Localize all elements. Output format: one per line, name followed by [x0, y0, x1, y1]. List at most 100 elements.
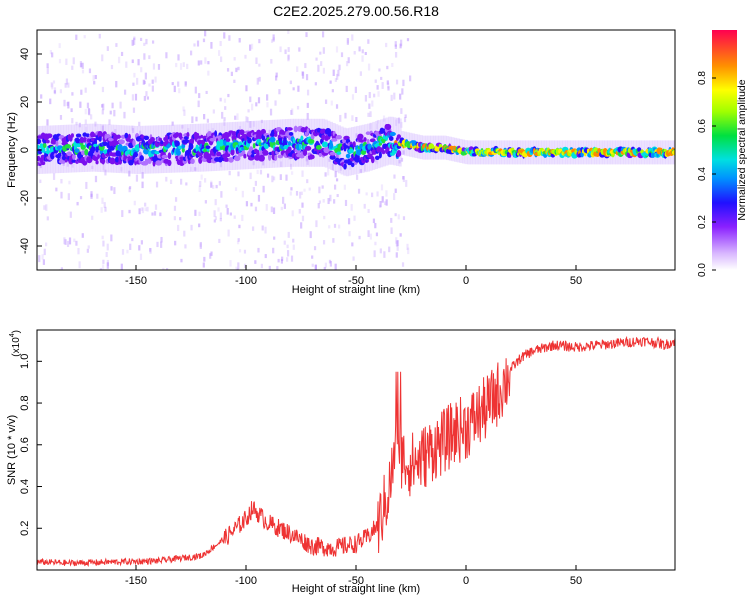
heatmap-cell — [187, 158, 192, 165]
heatmap-noise-speckle — [101, 104, 104, 108]
heatmap-cell — [385, 135, 389, 141]
heatmap-noise-speckle — [75, 34, 78, 40]
heatmap-noise-speckle — [367, 112, 370, 117]
heatmap-noise-speckle — [186, 63, 189, 70]
heatmap-noise-speckle — [333, 199, 336, 204]
heatmap-cell — [167, 152, 172, 160]
heatmap-noise-speckle — [352, 256, 355, 261]
heatmap-noise-speckle — [345, 147, 348, 151]
heatmap-noise-speckle — [390, 217, 393, 223]
heatmap-halo — [113, 124, 117, 173]
heatmap-noise-speckle — [140, 240, 143, 245]
heatmap-noise-speckle — [340, 52, 344, 58]
heatmap-cell — [195, 132, 200, 137]
heatmap-noise-speckle — [272, 34, 275, 41]
heatmap-noise-speckle — [396, 245, 399, 251]
heatmap-noise-speckle — [233, 215, 236, 219]
heatmap-noise-speckle — [148, 55, 151, 60]
heatmap-cell — [155, 160, 162, 166]
heatmap-noise-speckle — [363, 164, 367, 172]
heatmap-noise-speckle — [133, 72, 136, 78]
heatmap-noise-speckle — [199, 243, 202, 247]
heatmap-noise-speckle — [369, 123, 372, 130]
heatmap-cell — [396, 149, 402, 157]
heatmap-cell — [109, 157, 116, 165]
snr-panel: -150 -100 -50 0 50 0.2 0.4 0.6 0.8 1.0 Height of… — [6, 329, 676, 595]
heatmap-cell — [176, 150, 181, 156]
heatmap-cell — [195, 135, 202, 140]
heatmap-noise-speckle — [101, 125, 104, 133]
heatmap-noise-speckle — [388, 246, 391, 253]
heatmap-noise-speckle — [299, 191, 302, 199]
heatmap-noise-speckle — [355, 133, 358, 139]
heatmap-noise-speckle — [121, 249, 125, 255]
heatmap-noise-speckle — [331, 89, 334, 93]
heatmap-noise-speckle — [151, 79, 154, 84]
heatmap-cell — [79, 136, 84, 144]
heatmap-noise-speckle — [182, 106, 185, 112]
heatmap-noise-speckle — [96, 193, 99, 199]
heatmap-noise-speckle — [160, 236, 163, 243]
heatmap-noise-speckle — [339, 114, 342, 122]
heatmap-noise-speckle — [51, 83, 54, 90]
heatmap-noise-speckle — [120, 166, 123, 172]
heatmap-noise-speckle — [197, 100, 200, 108]
heatmap-cell — [336, 151, 342, 155]
heatmap-noise-speckle — [272, 158, 275, 164]
heatmap-noise-speckle — [113, 109, 116, 117]
heatmap-noise-speckle — [287, 231, 290, 238]
heatmap-cell — [264, 150, 269, 156]
heatmap-cell — [200, 134, 204, 139]
heatmap-noise-speckle — [90, 191, 93, 197]
heatmap-noise-speckle — [120, 51, 124, 56]
heatmap-noise-speckle — [395, 79, 399, 85]
y-tick-label: 0.6 — [19, 437, 31, 452]
heatmap-cell — [231, 134, 237, 142]
heatmap-noise-speckle — [335, 46, 339, 53]
heatmap-noise-speckle — [85, 181, 88, 189]
heatmap-noise-speckle — [406, 243, 409, 250]
heatmap-noise-speckle — [328, 259, 332, 264]
heatmap-noise-speckle — [128, 186, 132, 190]
heatmap-noise-speckle — [46, 67, 49, 75]
heatmap-noise-speckle — [141, 181, 144, 189]
heatmap-noise-speckle — [319, 51, 322, 55]
heatmap-noise-speckle — [84, 119, 87, 125]
heatmap-noise-speckle — [235, 266, 238, 270]
heatmap-noise-speckle — [68, 237, 72, 245]
heatmap-noise-speckle — [351, 242, 354, 247]
heatmap-noise-speckle — [218, 238, 221, 243]
heatmap-noise-speckle — [367, 39, 370, 44]
heatmap-noise-speckle — [235, 67, 238, 73]
heatmap-noise-speckle — [401, 262, 405, 267]
heatmap-noise-speckle — [109, 110, 112, 115]
heatmap-noise-speckle — [386, 65, 389, 70]
heatmap-cell — [369, 138, 376, 143]
heatmap-noise-speckle — [145, 91, 148, 97]
heatmap-noise-speckle — [193, 43, 196, 47]
heatmap-noise-speckle — [111, 102, 114, 109]
heatmap-noise-speckle — [266, 94, 269, 101]
heatmap-cell — [66, 151, 73, 157]
heatmap-noise-speckle — [233, 57, 236, 61]
heatmap-halo — [390, 116, 394, 165]
heatmap-noise-speckle — [123, 111, 126, 119]
heatmap-cell — [233, 155, 241, 162]
heatmap-cell — [55, 140, 59, 148]
heatmap-noise-speckle — [92, 75, 95, 81]
heatmap-noise-speckle — [230, 71, 233, 77]
heatmap-cell — [74, 148, 80, 153]
heatmap-x-ticks: -150 -100 -50 0 50 — [125, 265, 582, 287]
heatmap-halo — [192, 123, 196, 172]
heatmap-noise-speckle — [141, 207, 145, 214]
x-tick-label: 50 — [570, 275, 582, 287]
heatmap-noise-speckle — [218, 50, 221, 56]
heatmap-cell — [471, 152, 477, 157]
heatmap-cell — [127, 133, 131, 140]
heatmap-cell — [205, 145, 211, 150]
heatmap-noise-speckle — [398, 160, 401, 164]
heatmap-noise-speckle — [71, 92, 74, 96]
heatmap-noise-speckle — [394, 119, 398, 126]
heatmap-noise-speckle — [318, 141, 322, 146]
heatmap-noise-speckle — [270, 58, 273, 64]
